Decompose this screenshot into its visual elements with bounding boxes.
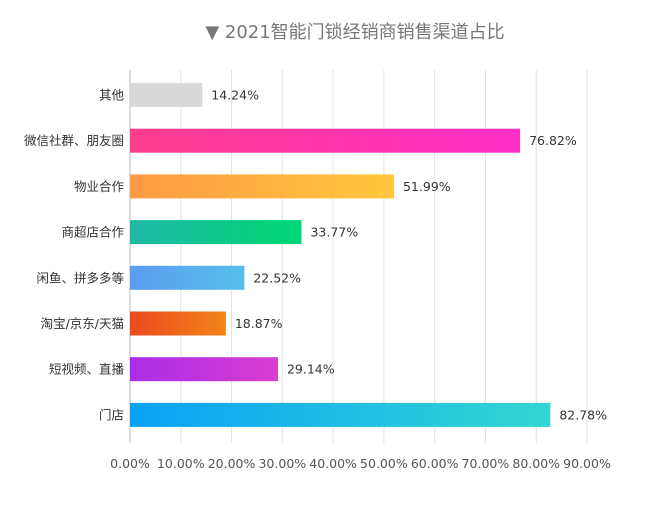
bar [130,311,226,336]
category-label: 商超店合作 [61,225,124,240]
category-label: 物业合作 [74,179,125,194]
bar [130,174,394,199]
value-label: 29.14% [287,362,335,377]
x-tick-labels: 0.00% 10.00% 20.00% 30.00% 40.00% 50.00% 60.00… [110,456,611,471]
x-tick-label: 70.00% [462,456,510,471]
bar [130,83,203,107]
value-label: 82.78% [559,407,607,422]
value-label: 76.82% [529,133,577,148]
x-tick-label: 30.00% [258,456,306,471]
category-labels: 其他微信社群、朋友圈物业合作商超店合作闲鱼、拼多多等淘宝/京东/天猫短视频、直播… [24,88,125,423]
x-tick-label: 50.00% [360,456,408,471]
x-tick-label: 60.00% [411,456,459,471]
category-label: 微信社群、朋友圈 [24,133,124,148]
bar [130,220,302,245]
grid-lines [129,70,588,443]
bars [130,83,551,427]
bar [130,357,278,382]
value-label: 33.77% [310,225,358,240]
value-label: 18.87% [235,316,283,331]
x-tick-label: 40.00% [309,456,357,471]
bar [130,402,551,427]
value-label: 14.24% [211,88,259,103]
chart-title: ▼ 2021智能门锁经销商销售渠道占比 [205,22,504,43]
category-label: 门店 [99,407,124,422]
x-tick-label: 90.00% [563,456,611,471]
category-label: 淘宝/京东/天猫 [41,316,124,331]
x-tick-label: 10.00% [157,456,205,471]
x-tick-label: 0.00% [110,456,150,471]
x-tick-label: 20.00% [208,456,256,471]
value-label: 51.99% [403,179,451,194]
bar [130,265,245,290]
category-label: 闲鱼、拼多多等 [36,270,124,285]
category-label: 短视频、直播 [49,362,125,377]
x-tick-label: 80.00% [512,456,560,471]
category-label: 其他 [99,88,125,103]
value-label: 22.52% [253,270,301,285]
bar [130,128,521,153]
value-labels: 14.24% 76.82% 51.99% 33.77% 22.52% 18.87% 29.1… [211,88,607,423]
